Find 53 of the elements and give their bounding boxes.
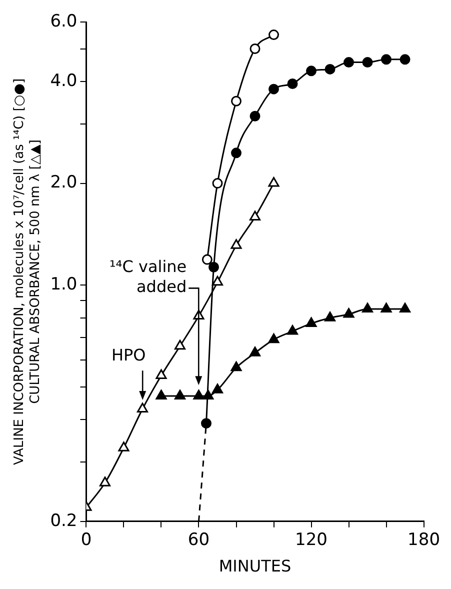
point bbox=[118, 442, 130, 452]
y-tick-label: 1.0 bbox=[50, 274, 78, 295]
point bbox=[208, 262, 219, 272]
point bbox=[343, 308, 354, 318]
point bbox=[268, 333, 280, 344]
point bbox=[212, 276, 224, 286]
point bbox=[230, 361, 242, 372]
point bbox=[268, 84, 280, 94]
point bbox=[268, 177, 280, 187]
point bbox=[268, 30, 280, 40]
point bbox=[362, 302, 374, 312]
x-tick-label: 180 bbox=[408, 530, 440, 550]
point bbox=[250, 44, 260, 54]
x-tick-label: 0 bbox=[80, 530, 92, 550]
point bbox=[174, 340, 186, 350]
y-tick-label: 0.2 bbox=[50, 510, 78, 531]
point bbox=[344, 57, 354, 68]
point bbox=[174, 390, 186, 400]
point bbox=[400, 302, 411, 312]
y-tick-label: 2.0 bbox=[50, 172, 78, 193]
point bbox=[286, 325, 298, 335]
point bbox=[202, 390, 214, 400]
point bbox=[99, 476, 110, 486]
point bbox=[324, 312, 336, 322]
point bbox=[324, 64, 336, 74]
point bbox=[231, 148, 242, 158]
x-tick-label: 60 bbox=[188, 530, 210, 550]
point bbox=[193, 390, 204, 400]
annotation: HPO bbox=[111, 346, 146, 365]
point bbox=[400, 54, 410, 65]
x-axis-title: MINUTES bbox=[218, 556, 292, 576]
point bbox=[231, 96, 242, 106]
point bbox=[250, 110, 260, 122]
point bbox=[381, 54, 392, 65]
point bbox=[380, 302, 392, 312]
point bbox=[156, 390, 167, 400]
point bbox=[212, 384, 224, 394]
point bbox=[249, 346, 261, 356]
x-tick-label: 120 bbox=[295, 530, 328, 550]
y-tick-label: 6.0 bbox=[50, 11, 78, 32]
point bbox=[156, 369, 167, 380]
point bbox=[362, 57, 373, 68]
y-axis-title: VALINE INCORPORATION, molecules x 10⁷/cell (as ¹⁴C) [○●] CULTURAL ABSORBANCE, 500 nm λ [△▲] bbox=[12, 78, 43, 465]
annotation: ¹⁴C valine added bbox=[109, 258, 187, 297]
point bbox=[230, 239, 242, 249]
point bbox=[306, 66, 317, 76]
point bbox=[249, 210, 261, 220]
y-tick-label: 4.0 bbox=[50, 70, 78, 91]
point bbox=[306, 317, 317, 327]
point bbox=[287, 78, 298, 90]
point bbox=[202, 254, 212, 265]
point bbox=[136, 402, 148, 413]
point bbox=[212, 178, 223, 189]
